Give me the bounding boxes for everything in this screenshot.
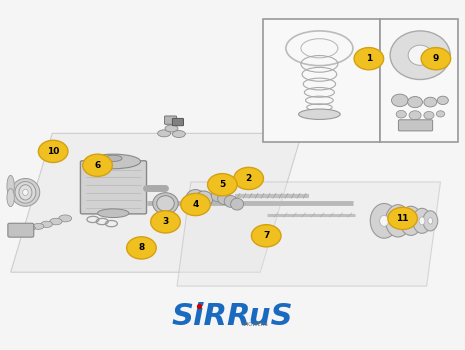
- Ellipse shape: [394, 216, 402, 226]
- Circle shape: [424, 97, 437, 107]
- Text: SHOWERS: SHOWERS: [241, 322, 268, 328]
- Text: 1: 1: [366, 54, 372, 63]
- Ellipse shape: [186, 190, 205, 208]
- FancyBboxPatch shape: [80, 161, 146, 214]
- Ellipse shape: [379, 215, 389, 226]
- Ellipse shape: [299, 109, 340, 119]
- Ellipse shape: [153, 193, 178, 214]
- Circle shape: [392, 94, 408, 107]
- Circle shape: [436, 111, 445, 117]
- Ellipse shape: [218, 193, 231, 204]
- Ellipse shape: [211, 190, 224, 202]
- Text: 4: 4: [193, 200, 199, 209]
- Ellipse shape: [15, 182, 36, 203]
- Circle shape: [39, 140, 68, 162]
- FancyBboxPatch shape: [173, 118, 184, 126]
- Text: 9: 9: [433, 54, 439, 63]
- Ellipse shape: [11, 178, 40, 206]
- Ellipse shape: [195, 191, 213, 208]
- Ellipse shape: [390, 31, 450, 79]
- FancyBboxPatch shape: [399, 120, 432, 131]
- Circle shape: [234, 167, 264, 190]
- Ellipse shape: [7, 189, 14, 206]
- Circle shape: [126, 237, 156, 259]
- Ellipse shape: [98, 209, 129, 218]
- Text: 8: 8: [138, 243, 145, 252]
- Ellipse shape: [86, 154, 140, 169]
- Text: 6: 6: [94, 161, 100, 170]
- FancyBboxPatch shape: [380, 19, 458, 142]
- Ellipse shape: [408, 45, 432, 65]
- Ellipse shape: [7, 175, 14, 197]
- Text: 10: 10: [47, 147, 60, 156]
- Ellipse shape: [41, 221, 53, 228]
- Ellipse shape: [231, 198, 244, 210]
- Ellipse shape: [407, 216, 414, 225]
- FancyBboxPatch shape: [8, 223, 34, 237]
- Circle shape: [437, 96, 448, 105]
- Ellipse shape: [370, 203, 398, 238]
- Ellipse shape: [25, 225, 35, 231]
- Circle shape: [409, 111, 421, 120]
- Text: 2: 2: [246, 174, 252, 183]
- Ellipse shape: [19, 185, 32, 200]
- Ellipse shape: [23, 189, 28, 196]
- Ellipse shape: [419, 217, 425, 225]
- Ellipse shape: [428, 218, 433, 224]
- FancyBboxPatch shape: [165, 116, 177, 124]
- Ellipse shape: [105, 155, 122, 161]
- Text: 5: 5: [219, 180, 226, 189]
- Circle shape: [388, 207, 418, 230]
- Ellipse shape: [173, 131, 186, 138]
- Ellipse shape: [33, 223, 44, 229]
- Circle shape: [396, 110, 406, 118]
- Text: 3: 3: [162, 217, 169, 226]
- Ellipse shape: [50, 218, 62, 225]
- Circle shape: [181, 194, 210, 216]
- Circle shape: [421, 48, 451, 70]
- Ellipse shape: [400, 206, 422, 236]
- Text: SiRRuS: SiRRuS: [172, 302, 293, 331]
- Text: 7: 7: [263, 231, 269, 240]
- Ellipse shape: [224, 196, 237, 207]
- Circle shape: [151, 211, 180, 233]
- Ellipse shape: [59, 215, 72, 222]
- Circle shape: [83, 154, 113, 176]
- Text: 11: 11: [396, 214, 409, 223]
- Circle shape: [252, 225, 281, 247]
- Ellipse shape: [413, 208, 431, 233]
- Polygon shape: [11, 133, 302, 272]
- Circle shape: [408, 97, 423, 108]
- Polygon shape: [177, 182, 440, 286]
- FancyBboxPatch shape: [263, 19, 380, 142]
- Ellipse shape: [423, 211, 438, 231]
- Circle shape: [354, 48, 384, 70]
- Circle shape: [207, 174, 237, 196]
- Ellipse shape: [165, 125, 178, 132]
- Circle shape: [424, 111, 434, 119]
- Ellipse shape: [158, 130, 171, 137]
- Ellipse shape: [385, 205, 411, 237]
- Ellipse shape: [157, 196, 174, 211]
